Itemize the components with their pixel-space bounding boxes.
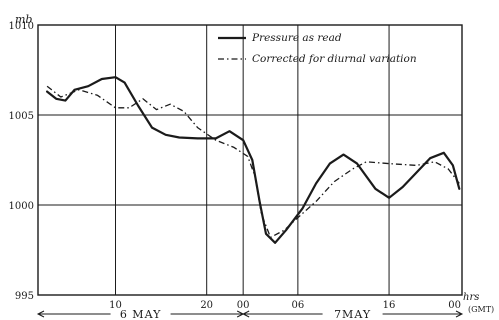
- series-line-pressure-as-read: [46, 76, 461, 244]
- x-axis-unit-note: (GMT): [468, 305, 494, 314]
- date-spans: 6 MAY 7MAY: [36, 308, 464, 320]
- arrowhead: [36, 310, 45, 318]
- y-tick-labels: 995 1000 1005 1010: [9, 21, 34, 302]
- date-span: 7MAY: [242, 308, 464, 320]
- x-tick-labels: 10 20 00 06 16 00: [109, 300, 461, 311]
- plot-frame: [37, 24, 463, 296]
- legend-entry: Pressure as read: [218, 32, 342, 44]
- y-tick-label: 995: [15, 291, 34, 302]
- y-tick-label: 1000: [9, 201, 34, 212]
- gridlines: [38, 25, 462, 295]
- x-tick-label: 06: [292, 300, 305, 311]
- y-axis-unit-label: mb: [15, 13, 32, 26]
- series-layer: [46, 76, 461, 244]
- y-tick-label: 1005: [9, 111, 34, 122]
- x-tick-label: 20: [200, 300, 213, 311]
- arrowhead: [242, 310, 250, 318]
- legend-label: Corrected for diurnal variation: [252, 53, 417, 65]
- date-span-label: 6 MAY: [120, 308, 162, 320]
- legend-label: Pressure as read: [251, 32, 342, 44]
- x-axis-unit-label: hrs: [463, 292, 479, 303]
- series-line-corrected: [46, 85, 460, 239]
- y-tick-label: 1010: [9, 21, 34, 32]
- date-span-label: 7MAY: [334, 308, 371, 320]
- legend-entry: Corrected for diurnal variation: [218, 53, 417, 65]
- legend: Pressure as read Corrected for diurnal va…: [218, 32, 417, 65]
- x-tick-label: 00: [237, 300, 250, 311]
- x-tick-label: 16: [383, 300, 396, 311]
- x-tick-label: 10: [109, 300, 122, 311]
- arrowhead: [455, 310, 464, 318]
- x-tick-label: 00: [448, 300, 461, 311]
